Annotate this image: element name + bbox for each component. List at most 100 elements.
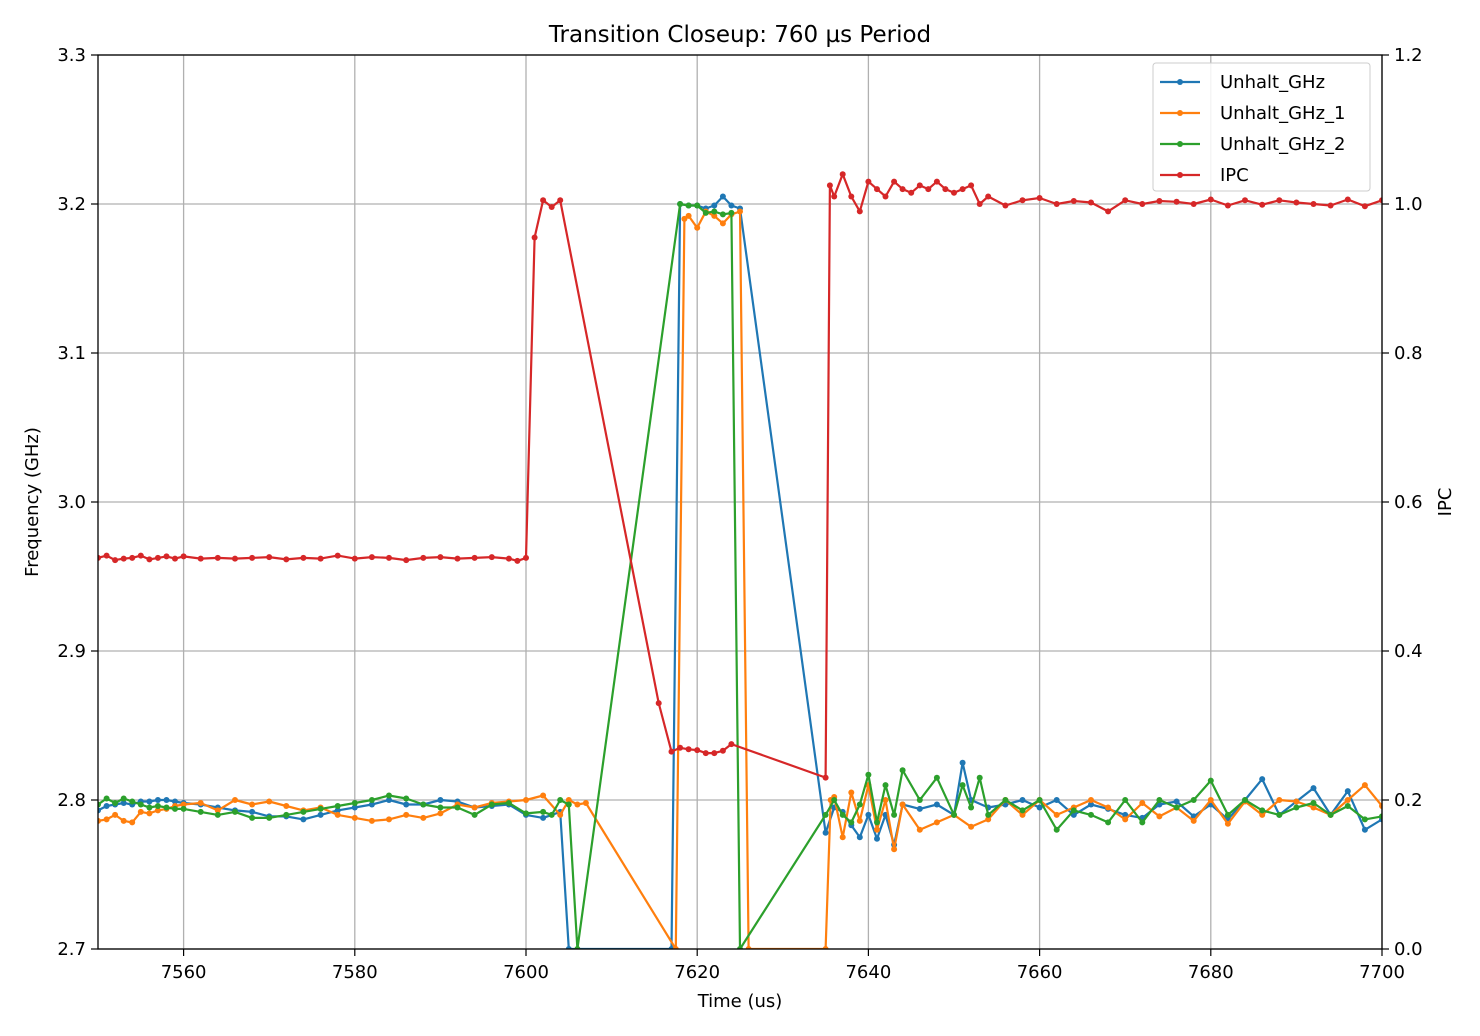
y-tick-label: 3.1: [57, 343, 86, 364]
data-point: [386, 554, 392, 561]
data-point: [565, 801, 572, 808]
data-point: [1293, 804, 1300, 811]
y-tick-label: 2.8: [57, 790, 86, 811]
data-point: [129, 798, 136, 805]
legend-marker: [1177, 110, 1183, 116]
data-point: [685, 212, 692, 219]
chart-title: Transition Closeup: 760 µs Period: [548, 22, 931, 48]
data-point: [1259, 811, 1266, 818]
data-point: [655, 700, 662, 707]
data-point: [471, 811, 478, 818]
data-point: [1105, 804, 1112, 811]
data-point: [1242, 197, 1248, 204]
data-point: [826, 182, 833, 189]
data-point: [891, 811, 898, 818]
data-point: [856, 208, 863, 215]
data-point: [300, 554, 307, 561]
data-point: [951, 189, 957, 196]
data-point: [933, 774, 940, 781]
series-layer: [98, 171, 1382, 949]
legend-marker: [1177, 172, 1183, 178]
data-point: [1276, 797, 1283, 803]
data-point: [719, 747, 726, 754]
data-point: [214, 807, 221, 814]
x-axis-title: Time (us): [697, 991, 783, 1012]
data-point: [403, 795, 410, 802]
data-point: [163, 804, 170, 811]
data-point: [98, 807, 101, 814]
data-point: [403, 801, 410, 808]
data-point: [317, 805, 324, 812]
data-point: [137, 801, 144, 808]
data-point: [882, 193, 889, 200]
data-point: [214, 554, 221, 561]
data-point: [420, 814, 427, 821]
y2-tick-label: 0.6: [1394, 492, 1423, 513]
data-point: [1224, 202, 1231, 209]
data-point: [300, 808, 307, 815]
data-point: [249, 814, 256, 821]
data-point: [437, 797, 444, 803]
data-point: [1361, 782, 1368, 789]
data-point: [882, 782, 889, 789]
y2-tick-label: 0.0: [1394, 939, 1423, 960]
data-point: [540, 792, 547, 799]
data-point: [471, 804, 478, 811]
data-point: [368, 554, 375, 561]
data-point: [1002, 202, 1009, 209]
data-point: [865, 811, 872, 818]
data-point: [180, 801, 187, 808]
data-point: [1002, 797, 1009, 803]
data-point: [959, 759, 966, 766]
data-point: [172, 555, 178, 562]
data-point: [719, 193, 726, 200]
legend-label: IPC: [1220, 165, 1249, 186]
data-point: [471, 554, 478, 561]
data-point: [386, 797, 392, 803]
data-point: [120, 555, 127, 562]
data-point: [1019, 807, 1026, 814]
data-point: [737, 208, 743, 215]
data-point: [98, 817, 101, 824]
data-point: [1139, 800, 1146, 806]
data-point: [98, 554, 101, 561]
data-point: [1190, 201, 1197, 207]
data-point: [137, 552, 144, 559]
data-point: [681, 215, 688, 222]
y-axis-title: Frequency (GHz): [22, 427, 43, 577]
data-point: [1293, 199, 1300, 206]
data-point: [548, 811, 555, 818]
y2-tick-label: 0.8: [1394, 343, 1423, 364]
data-point: [874, 186, 880, 193]
data-point: [865, 771, 872, 778]
data-point: [488, 554, 495, 561]
data-point: [1207, 777, 1214, 784]
data-point: [146, 804, 153, 811]
data-point: [1344, 797, 1351, 803]
legend-marker: [1177, 141, 1183, 147]
data-point: [1361, 826, 1368, 833]
data-point: [1259, 807, 1266, 814]
data-point: [839, 811, 846, 818]
data-point: [403, 557, 410, 564]
legend-label: Unhalt_GHz_2: [1220, 134, 1345, 155]
data-point: [386, 792, 392, 799]
data-point: [154, 797, 161, 803]
x-tick-label: 7660: [1017, 962, 1063, 983]
data-point: [574, 946, 581, 949]
data-point: [672, 946, 679, 949]
data-point: [959, 186, 966, 193]
data-point: [386, 816, 392, 823]
data-point: [120, 800, 127, 806]
data-point: [1207, 196, 1214, 203]
data-point: [180, 553, 187, 560]
data-point: [1310, 800, 1317, 806]
y2-tick-label: 0.2: [1394, 790, 1423, 811]
data-point: [1122, 811, 1129, 818]
data-point: [1019, 811, 1026, 818]
data-point: [677, 201, 684, 207]
data-point: [163, 553, 170, 560]
data-point: [232, 797, 238, 803]
data-point: [1139, 819, 1146, 826]
data-point: [1053, 811, 1060, 818]
